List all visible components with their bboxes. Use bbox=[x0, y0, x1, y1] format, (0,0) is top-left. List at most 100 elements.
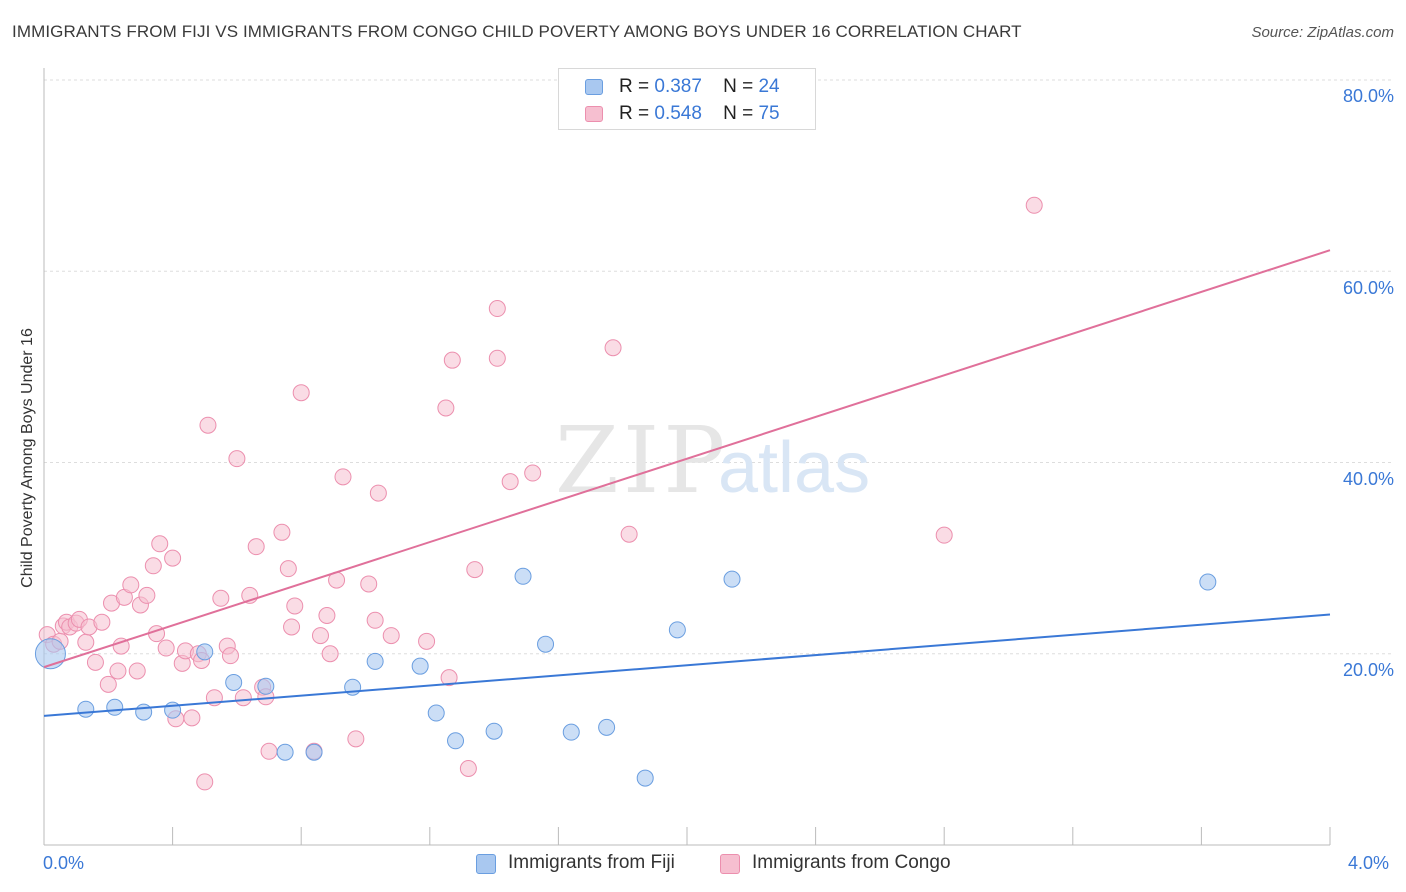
congo-point bbox=[292, 384, 310, 402]
y-tick-80: 80.0% bbox=[1342, 86, 1394, 106]
congo-point bbox=[247, 538, 265, 556]
y-tick-20: 20.0% bbox=[1342, 660, 1394, 680]
fiji-point bbox=[723, 570, 741, 588]
congo-point bbox=[488, 300, 506, 318]
congo-point bbox=[234, 689, 252, 707]
fiji-point bbox=[257, 677, 275, 695]
fiji-point bbox=[427, 704, 445, 722]
congo-point bbox=[86, 653, 104, 671]
congo-point bbox=[501, 473, 519, 491]
congo-points bbox=[38, 196, 1043, 791]
fiji-point bbox=[598, 718, 616, 736]
congo-point bbox=[99, 675, 117, 693]
congo-point bbox=[1025, 196, 1043, 214]
fiji-point bbox=[106, 698, 124, 716]
fiji-trend-line bbox=[43, 613, 1331, 717]
trend-lines bbox=[43, 249, 1331, 717]
congo-point bbox=[488, 349, 506, 367]
fiji-point bbox=[668, 621, 686, 639]
n-label: N = bbox=[723, 76, 754, 97]
fiji-legend-swatch bbox=[476, 854, 496, 874]
fiji-point bbox=[225, 673, 243, 691]
congo-trend-line bbox=[43, 249, 1331, 669]
congo-point bbox=[286, 597, 304, 615]
fiji-point bbox=[196, 643, 214, 661]
fiji-point bbox=[1199, 573, 1217, 591]
congo-point bbox=[212, 589, 230, 607]
n-label: N = bbox=[723, 103, 754, 124]
congo-point bbox=[366, 611, 384, 629]
fiji-point bbox=[562, 723, 580, 741]
congo-point bbox=[196, 773, 214, 791]
congo-point bbox=[151, 535, 169, 553]
congo-point bbox=[318, 607, 336, 624]
congo-point bbox=[466, 561, 484, 579]
watermark-atlas: atlas bbox=[718, 428, 870, 508]
congo-point bbox=[347, 730, 365, 748]
congo-point bbox=[183, 709, 201, 727]
congo-point bbox=[221, 647, 239, 665]
r-label: R = bbox=[619, 103, 650, 124]
stats-legend: R = 0.387 N = 24 R = 0.548 N = 75 bbox=[558, 68, 816, 130]
fiji-point bbox=[485, 722, 503, 740]
congo-swatch bbox=[585, 106, 603, 122]
congo-point bbox=[109, 662, 127, 680]
x-tick-min: 0.0% bbox=[43, 853, 85, 873]
watermark: ZIP atlas bbox=[555, 407, 870, 514]
watermark-zip: ZIP bbox=[555, 407, 729, 514]
congo-point bbox=[382, 627, 400, 645]
y-tick-60: 60.0% bbox=[1342, 278, 1394, 298]
fiji-swatch bbox=[585, 79, 603, 95]
fiji-point bbox=[34, 638, 66, 670]
congo-point bbox=[620, 525, 638, 543]
congo-point bbox=[128, 662, 146, 680]
fiji-point bbox=[305, 743, 323, 761]
congo-point bbox=[369, 484, 387, 502]
fiji-point bbox=[537, 635, 555, 653]
congo-point bbox=[93, 613, 111, 631]
congo-legend-label: Immigrants from Congo bbox=[752, 852, 951, 873]
congo-point bbox=[437, 399, 455, 417]
source-credit: Source: ZipAtlas.com bbox=[1251, 24, 1394, 41]
congo-point bbox=[459, 760, 477, 777]
congo-point bbox=[77, 633, 95, 651]
fiji-points bbox=[34, 567, 1217, 787]
fiji-point bbox=[447, 732, 465, 750]
congo-point bbox=[273, 523, 291, 541]
chart-title: IMMIGRANTS FROM FIJI VS IMMIGRANTS FROM … bbox=[12, 22, 1022, 41]
congo-point bbox=[283, 618, 301, 636]
fiji-point bbox=[636, 769, 654, 787]
fiji-point bbox=[135, 703, 153, 721]
congo-point bbox=[440, 669, 458, 687]
fiji-n-value: 24 bbox=[758, 76, 780, 97]
congo-point bbox=[334, 468, 352, 486]
fiji-legend-label: Immigrants from Fiji bbox=[508, 852, 675, 873]
gridlines bbox=[44, 79, 1392, 655]
congo-point bbox=[524, 464, 542, 482]
x-tick-max: 4.0% bbox=[1348, 853, 1390, 873]
fiji-point bbox=[276, 743, 294, 761]
congo-legend-swatch bbox=[720, 854, 740, 874]
congo-point bbox=[311, 627, 329, 645]
congo-point bbox=[360, 575, 378, 593]
congo-point bbox=[279, 560, 297, 578]
congo-point bbox=[228, 450, 246, 468]
congo-point bbox=[144, 557, 162, 575]
congo-point bbox=[122, 576, 140, 594]
fiji-point bbox=[411, 657, 429, 675]
series-legend: Immigrants from Fiji Immigrants from Con… bbox=[0, 852, 1406, 878]
congo-point bbox=[199, 416, 217, 434]
congo-point bbox=[418, 632, 436, 650]
congo-point bbox=[112, 637, 130, 655]
r-label: R = bbox=[619, 76, 650, 97]
congo-r-value: 0.548 bbox=[654, 103, 702, 124]
y-tick-40: 40.0% bbox=[1342, 469, 1394, 489]
congo-point bbox=[604, 339, 622, 357]
congo-point bbox=[321, 645, 339, 663]
fiji-point bbox=[366, 652, 384, 670]
fiji-r-value: 0.387 bbox=[654, 76, 702, 97]
congo-n-value: 75 bbox=[758, 103, 780, 124]
fiji-point bbox=[514, 567, 532, 585]
fiji-point bbox=[77, 700, 95, 718]
